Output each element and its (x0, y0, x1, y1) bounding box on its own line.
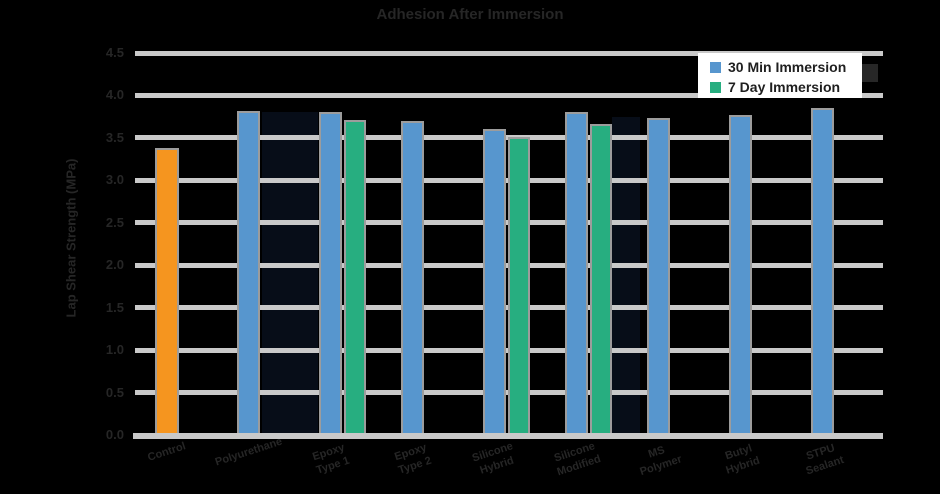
y-tick-label: 4.0 (105, 87, 124, 103)
x-tick-label: Polyurethane (213, 435, 284, 469)
bar-control (155, 148, 179, 437)
bar-30min (811, 108, 834, 437)
gridline (135, 92, 883, 98)
gridline (135, 50, 883, 56)
legend-label-30min: 30 Min Immersion (728, 59, 847, 75)
x-tick-label: MS Polymer (638, 444, 684, 478)
y-tick-label: 0.0 (105, 427, 124, 442)
bar-30min (483, 129, 506, 437)
bar-7day (508, 137, 530, 437)
x-tick-label: Silicone Modified (552, 440, 603, 479)
bar-30min (237, 110, 260, 437)
x-tick-label: STPU Sealant (804, 442, 846, 478)
x-tick-label: Epoxy Type 1 (311, 441, 351, 477)
legend-shadow (858, 64, 878, 82)
x-tick-label: Epoxy Type 2 (393, 441, 433, 477)
y-tick-label: 2.5 (105, 214, 124, 230)
bar-7day (344, 120, 366, 437)
y-tick-label: 0.5 (105, 384, 124, 400)
x-tick-label: Control (146, 440, 188, 464)
x-axis-line (133, 433, 883, 439)
bar-30min (319, 112, 342, 437)
bar-7day (590, 124, 612, 437)
chart-title: Adhesion After Immersion (376, 6, 564, 23)
x-tick-label: Butyl Hybrid (723, 442, 762, 477)
y-tick-label: 3.5 (105, 129, 124, 145)
legend-swatch-30min (710, 61, 721, 73)
legend-entry-30min: 30 Min Immersion (710, 57, 862, 77)
legend: 30 Min Immersion 7 Day Immersion (698, 53, 862, 98)
y-tick-label: 1.5 (105, 299, 124, 315)
y-tick-label: 2.0 (105, 257, 124, 273)
bar-30min (565, 112, 588, 437)
y-tick-label: 3.0 (105, 172, 124, 188)
legend-label-7day: 7 Day Immersion (728, 79, 841, 95)
ghost-column (612, 117, 640, 435)
legend-entry-7day: 7 Day Immersion (710, 77, 862, 97)
legend-swatch-7day (710, 81, 721, 93)
y-tick-label: 1.0 (105, 342, 124, 358)
y-tick-label: 4.5 (105, 45, 124, 60)
ghost-column (262, 112, 318, 435)
bar-30min (401, 120, 424, 437)
bar-30min (647, 118, 670, 437)
x-tick-label: Silicone Hybrid (470, 440, 516, 477)
bar-30min (729, 114, 752, 437)
